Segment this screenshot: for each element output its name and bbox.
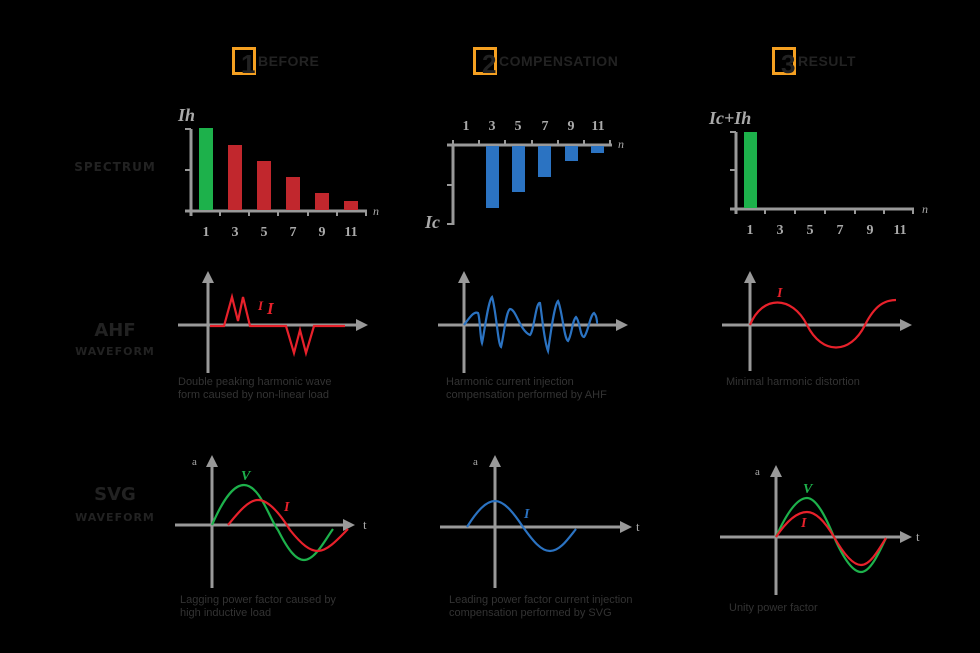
row-label-svg: SVG WAVEFORM [75, 484, 155, 524]
svg-text:3: 3 [777, 223, 784, 238]
svg-text:I: I [266, 299, 275, 318]
svg-text:V: V [241, 469, 252, 484]
svg-text:1: 1 [463, 119, 470, 134]
svg-text:11: 11 [591, 119, 604, 134]
result-current-curve [748, 298, 897, 349]
svg-text:t: t [916, 529, 920, 544]
svg-text:9: 9 [568, 119, 575, 134]
row-label-spectrum: SPECTRUM [74, 160, 156, 174]
step-number-box: 3 [772, 47, 796, 79]
bar-n1 [744, 132, 757, 208]
bar-n7 [286, 177, 300, 210]
ahf-result-waveform: I [722, 271, 912, 371]
bar-n9 [315, 193, 329, 210]
svg-text:11: 11 [344, 225, 357, 240]
svg-compensation-waveform: a t I [440, 455, 640, 588]
ahf-result-caption: Minimal harmonic distortion [726, 376, 860, 388]
svg-result-caption: Unity power factor [729, 602, 818, 614]
compensation-current-curve [463, 294, 599, 356]
voltage-curve [210, 483, 334, 562]
spectrum-compensation-chart: 1 3 5 7 9 11 n Ic [424, 119, 624, 232]
svg-text:1: 1 [747, 223, 754, 238]
svg-text:a: a [192, 456, 197, 468]
y-axis-label: Ic [424, 212, 440, 232]
y-axis-label: Ih [177, 105, 195, 125]
svg-text:7: 7 [542, 119, 549, 134]
ahf-compensation-waveform [438, 271, 628, 373]
svg-text:5: 5 [515, 119, 522, 134]
svg-compensation-caption: Leading power factor current injection c… [449, 594, 633, 619]
bar-n3 [228, 145, 242, 210]
spectrum-before-chart: Ih n 1 3 5 7 9 11 [177, 105, 379, 240]
bar-n5 [257, 161, 271, 210]
svg-result-waveform: a t V I [720, 465, 920, 595]
bar-n5 [512, 146, 525, 192]
step-header-before: 1 BEFORE [232, 46, 320, 79]
svg-text:I: I [800, 516, 807, 531]
step-header-result: 3 RESULT [772, 46, 856, 79]
svg-text:I: I [776, 286, 783, 301]
svg-text:n: n [373, 204, 379, 218]
spectrum-result-chart: Ic+Ih n 1 3 5 7 9 11 [708, 108, 928, 238]
svg-text:a: a [755, 466, 760, 478]
bar-n7 [538, 146, 551, 177]
svg-text:t: t [636, 519, 640, 534]
step-label: COMPENSATION [499, 53, 619, 69]
svg-text:t: t [363, 517, 367, 532]
step-number-box: 2 [473, 47, 497, 79]
step-label: BEFORE [258, 53, 320, 69]
step-number-box: 1 [232, 47, 256, 79]
svg-text:I: I [283, 500, 290, 515]
svg-text:3: 3 [232, 225, 239, 240]
svg-text:V: V [803, 482, 814, 497]
svg-text:7: 7 [290, 225, 297, 240]
svg-text:1: 1 [203, 225, 210, 240]
current-curve [210, 292, 345, 358]
svg-text:7: 7 [837, 223, 844, 238]
y-axis-label: Ic+Ih [708, 108, 751, 128]
svg-text:n: n [922, 202, 928, 216]
ahf-before-caption: Double peaking harmonic wave form caused… [178, 376, 332, 401]
svg-text:a: a [473, 456, 478, 468]
svg-before-waveform: a t V I [175, 455, 367, 588]
bar-n11 [591, 146, 604, 153]
bar-n3 [486, 146, 499, 208]
svg-text:3: 3 [489, 119, 496, 134]
bar-n11 [344, 201, 358, 210]
ahf-before-waveform: I I [178, 271, 368, 373]
current-curve [227, 498, 349, 553]
svg-text:5: 5 [261, 225, 268, 240]
current-curve [775, 510, 887, 567]
svg-text:9: 9 [867, 223, 874, 238]
svg-text:11: 11 [893, 223, 906, 238]
svg-text:5: 5 [807, 223, 814, 238]
bar-n9 [565, 146, 578, 161]
step-header-compensation: 2 COMPENSATION [473, 46, 619, 79]
row-label-ahf: AHF WAVEFORM [75, 320, 155, 358]
svg-before-caption: Lagging power factor caused by high indu… [180, 594, 336, 619]
ahf-compensation-caption: Harmonic current injection compensation … [446, 376, 607, 401]
svg-text:n: n [618, 137, 624, 151]
bar-n1 [199, 128, 213, 210]
svg-text:I: I [257, 298, 264, 313]
svg-text:9: 9 [319, 225, 326, 240]
compensation-current-curve [466, 499, 577, 553]
svg-text:I: I [523, 507, 530, 522]
step-label: RESULT [798, 53, 856, 69]
